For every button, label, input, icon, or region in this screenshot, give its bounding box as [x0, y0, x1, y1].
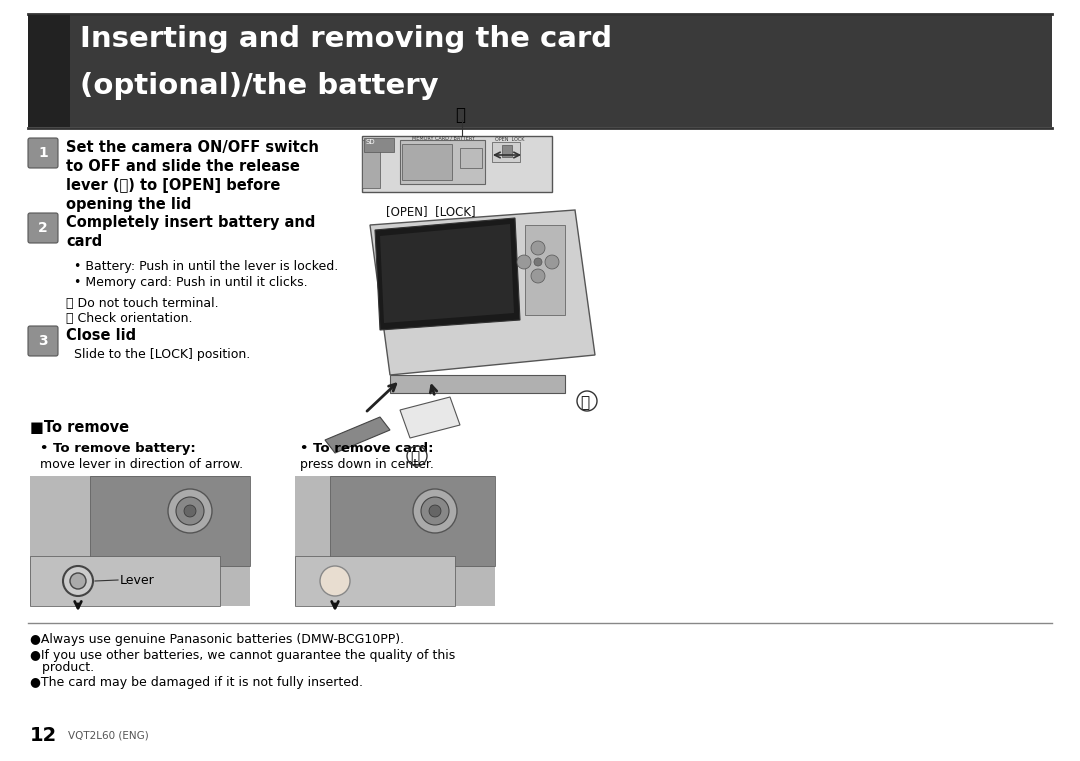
- Text: • Battery: Push in until the lever is locked.: • Battery: Push in until the lever is lo…: [75, 260, 338, 273]
- Text: Slide to the [LOCK] position.: Slide to the [LOCK] position.: [75, 348, 251, 361]
- Text: • To remove card:: • To remove card:: [300, 442, 433, 455]
- Text: • Memory card: Push in until it clicks.: • Memory card: Push in until it clicks.: [75, 276, 308, 289]
- FancyBboxPatch shape: [28, 138, 58, 168]
- Bar: [460, 148, 482, 168]
- Text: Inserting and removing the card: Inserting and removing the card: [80, 25, 612, 53]
- Polygon shape: [400, 397, 460, 438]
- Text: OPEN  LOCK: OPEN LOCK: [495, 137, 525, 142]
- Text: Ⓐ: Ⓐ: [455, 106, 465, 124]
- Bar: [502, 145, 512, 157]
- Bar: [28, 15, 1052, 127]
- Bar: [525, 225, 565, 315]
- Bar: [364, 138, 394, 152]
- Text: Set the camera ON/OFF switch: Set the camera ON/OFF switch: [66, 140, 319, 155]
- Text: Ⓒ: Ⓒ: [410, 450, 419, 465]
- Bar: [30, 556, 220, 606]
- Bar: [362, 140, 380, 188]
- Circle shape: [531, 241, 545, 255]
- Text: lever (Ⓐ) to [OPEN] before: lever (Ⓐ) to [OPEN] before: [66, 178, 281, 193]
- Bar: [400, 140, 485, 184]
- Text: VQT2L60 (ENG): VQT2L60 (ENG): [68, 730, 149, 740]
- Text: 2: 2: [38, 221, 48, 235]
- Text: opening the lid: opening the lid: [66, 197, 191, 212]
- Text: Ⓑ Do not touch terminal.: Ⓑ Do not touch terminal.: [66, 297, 218, 310]
- Text: [OPEN]  [LOCK]: [OPEN] [LOCK]: [386, 205, 475, 218]
- Text: • To remove battery:: • To remove battery:: [40, 442, 195, 455]
- Text: ●The card may be damaged if it is not fully inserted.: ●The card may be damaged if it is not fu…: [30, 676, 363, 689]
- Circle shape: [63, 566, 93, 596]
- Circle shape: [413, 489, 457, 533]
- Text: 3: 3: [38, 334, 48, 348]
- FancyBboxPatch shape: [28, 213, 58, 243]
- Text: Ⓒ Check orientation.: Ⓒ Check orientation.: [66, 312, 192, 325]
- Text: Lever: Lever: [120, 574, 154, 587]
- Circle shape: [168, 489, 212, 533]
- Circle shape: [517, 255, 531, 269]
- Text: press down in center.: press down in center.: [300, 458, 434, 471]
- Bar: [90, 476, 249, 566]
- Polygon shape: [370, 210, 595, 375]
- Text: (optional)/the battery: (optional)/the battery: [80, 72, 438, 100]
- Text: card: card: [66, 234, 103, 249]
- Bar: [295, 476, 495, 606]
- Circle shape: [421, 497, 449, 525]
- Text: Close lid: Close lid: [66, 328, 136, 343]
- Text: SD: SD: [366, 139, 376, 145]
- Polygon shape: [375, 218, 519, 330]
- Text: 1: 1: [38, 146, 48, 160]
- Text: 12: 12: [30, 726, 57, 745]
- Circle shape: [70, 573, 86, 589]
- FancyBboxPatch shape: [28, 326, 58, 356]
- Bar: [390, 375, 565, 393]
- Text: MEMORY CARD / BATTERY: MEMORY CARD / BATTERY: [411, 136, 475, 141]
- Text: product.: product.: [30, 661, 94, 674]
- Text: Ⓑ: Ⓑ: [580, 395, 590, 410]
- Bar: [295, 556, 455, 606]
- Circle shape: [176, 497, 204, 525]
- Bar: [30, 476, 249, 606]
- Circle shape: [531, 269, 545, 283]
- Bar: [330, 476, 495, 566]
- Text: move lever in direction of arrow.: move lever in direction of arrow.: [40, 458, 243, 471]
- Text: ●Always use genuine Panasonic batteries (DMW-BCG10PP).: ●Always use genuine Panasonic batteries …: [30, 633, 404, 646]
- Bar: [28, 15, 70, 127]
- Circle shape: [320, 566, 350, 596]
- Text: ●If you use other batteries, we cannot guarantee the quality of this: ●If you use other batteries, we cannot g…: [30, 649, 456, 662]
- Polygon shape: [380, 224, 514, 323]
- Bar: [492, 142, 519, 162]
- Text: ■To remove: ■To remove: [30, 420, 130, 435]
- Circle shape: [545, 255, 559, 269]
- Polygon shape: [325, 417, 390, 453]
- Bar: [30, 476, 249, 606]
- Bar: [362, 136, 552, 192]
- Text: Completely insert battery and: Completely insert battery and: [66, 215, 315, 230]
- Circle shape: [534, 258, 542, 266]
- Circle shape: [429, 505, 441, 517]
- Bar: [402, 144, 453, 180]
- Circle shape: [184, 505, 195, 517]
- Text: to OFF and slide the release: to OFF and slide the release: [66, 159, 300, 174]
